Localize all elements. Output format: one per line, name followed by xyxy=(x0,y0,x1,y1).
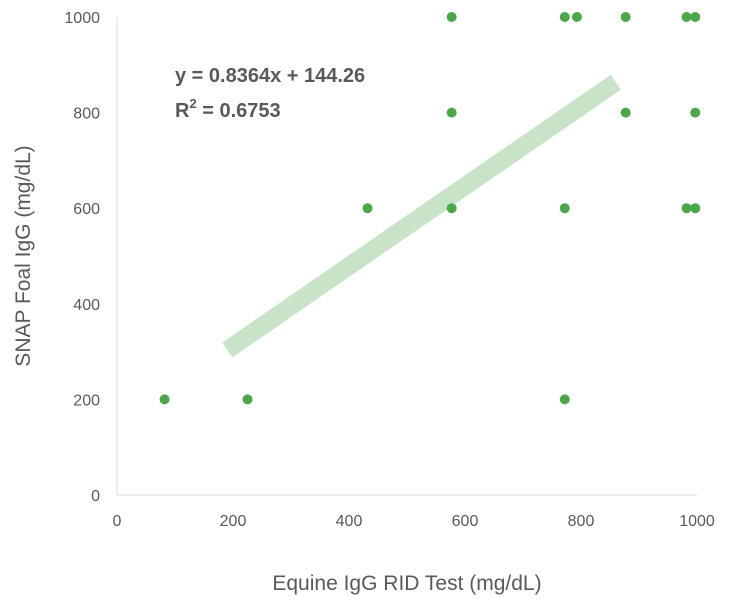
y-tick-label: 200 xyxy=(73,392,100,409)
trendline xyxy=(222,74,621,358)
data-point xyxy=(559,203,570,214)
y-tick-label: 400 xyxy=(73,297,100,314)
data-point xyxy=(620,107,631,118)
x-tick-label: 800 xyxy=(568,513,595,530)
data-point xyxy=(571,12,582,22)
r-squared-label: R2 = 0.6753 xyxy=(175,96,281,122)
data-point xyxy=(242,394,253,405)
r-squared-prefix: R xyxy=(175,100,190,122)
data-point xyxy=(690,12,701,22)
data-point xyxy=(446,12,457,22)
y-axis-title: SNAP Foal IgG (mg/dL) xyxy=(12,145,35,366)
data-point xyxy=(690,107,701,118)
x-tick-label: 400 xyxy=(336,513,363,530)
y-tick-label: 600 xyxy=(73,201,100,218)
data-point xyxy=(620,12,631,22)
data-point xyxy=(559,394,570,405)
x-tick-label: 600 xyxy=(452,513,479,530)
y-tick-label: 1000 xyxy=(64,10,100,27)
x-tick-label: 1000 xyxy=(679,513,715,530)
data-point xyxy=(559,12,570,22)
trendline-equation: y = 0.8364x + 144.26 xyxy=(175,65,365,87)
data-point xyxy=(681,12,692,22)
data-point xyxy=(681,203,692,214)
x-tick-label: 200 xyxy=(220,513,247,530)
data-point xyxy=(362,203,373,214)
x-axis-title: Equine IgG RID Test (mg/dL) xyxy=(272,572,541,595)
r-squared-superscript: 2 xyxy=(189,96,196,111)
data-point xyxy=(690,203,701,214)
y-tick-label: 0 xyxy=(91,488,100,505)
data-point xyxy=(159,394,170,405)
r-squared-value: = 0.6753 xyxy=(197,100,281,122)
data-point xyxy=(446,107,457,118)
data-point xyxy=(446,203,457,214)
y-tick-label: 800 xyxy=(73,106,100,123)
x-tick-label: 0 xyxy=(113,513,122,530)
